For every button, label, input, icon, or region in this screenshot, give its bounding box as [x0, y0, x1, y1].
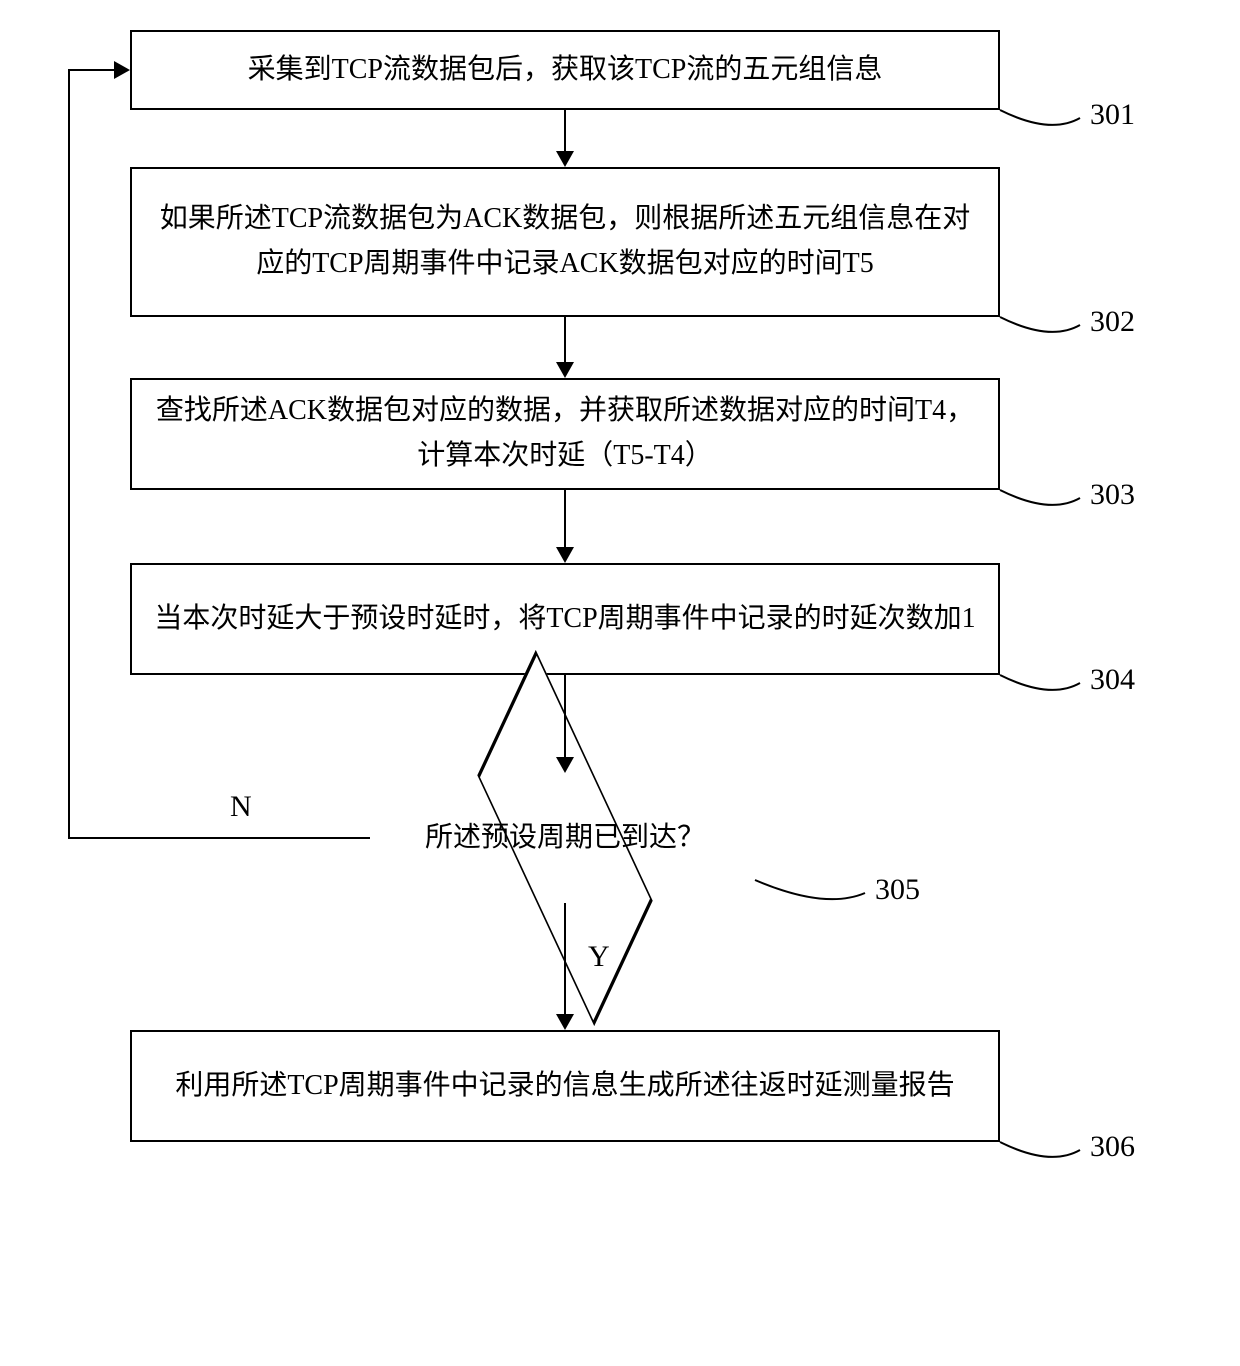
- ref-306-text: 306: [1090, 1130, 1135, 1163]
- leader-306: [0, 0, 1240, 1366]
- ref-306: 306: [1090, 1130, 1135, 1164]
- flowchart-container: 采集到TCP流数据包后，获取该TCP流的五元组信息 如果所述TCP流数据包为AC…: [0, 0, 1240, 1366]
